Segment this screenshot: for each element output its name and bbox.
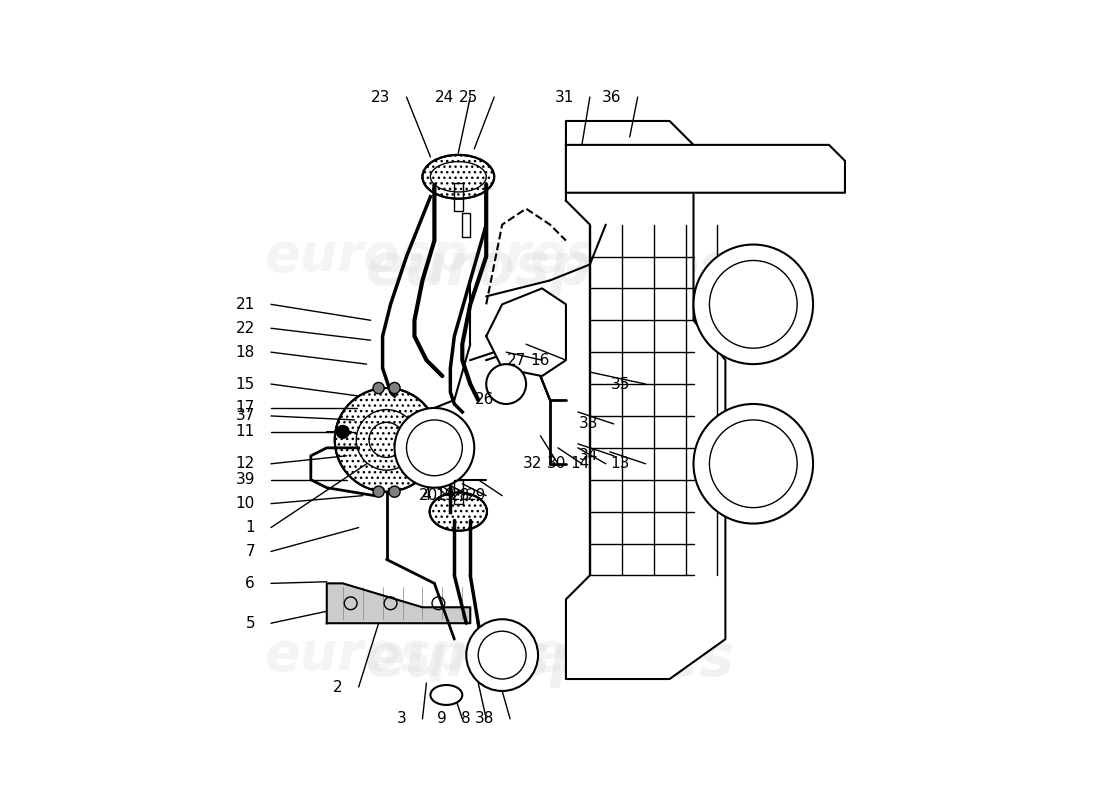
Text: 37: 37: [235, 409, 255, 423]
Text: 27: 27: [507, 353, 526, 368]
Text: 9: 9: [437, 711, 447, 726]
Text: 29: 29: [466, 488, 486, 503]
Circle shape: [389, 486, 400, 498]
Polygon shape: [486, 288, 565, 376]
Circle shape: [373, 486, 384, 498]
Text: eurospares: eurospares: [264, 230, 597, 282]
Text: eurospares: eurospares: [264, 629, 597, 681]
Text: 36: 36: [602, 90, 621, 105]
Text: 6: 6: [245, 576, 255, 591]
Circle shape: [693, 404, 813, 523]
Text: 33: 33: [579, 417, 597, 431]
Circle shape: [693, 245, 813, 364]
Text: 17: 17: [235, 401, 255, 415]
Text: 31: 31: [554, 90, 574, 105]
Text: 14: 14: [571, 456, 590, 471]
Circle shape: [395, 408, 474, 488]
Ellipse shape: [422, 155, 494, 198]
Text: eurospares: eurospares: [365, 240, 735, 297]
Text: eurospares: eurospares: [365, 630, 735, 687]
Text: 12: 12: [235, 456, 255, 471]
Text: 4: 4: [421, 488, 430, 503]
Text: 23: 23: [371, 90, 390, 105]
Ellipse shape: [430, 493, 487, 530]
Circle shape: [468, 621, 537, 690]
Text: 19: 19: [434, 488, 454, 503]
Text: 25: 25: [459, 90, 478, 105]
Bar: [453, 182, 463, 210]
Text: 10: 10: [235, 496, 255, 511]
Text: 8: 8: [461, 711, 471, 726]
Text: 18: 18: [235, 345, 255, 360]
Text: 30: 30: [547, 456, 565, 471]
Circle shape: [466, 619, 538, 691]
Text: 5: 5: [245, 616, 255, 630]
Text: 11: 11: [235, 424, 255, 439]
Text: 34: 34: [579, 448, 597, 463]
Text: 38: 38: [475, 711, 494, 726]
Text: 13: 13: [610, 456, 629, 471]
Circle shape: [337, 426, 349, 438]
Circle shape: [334, 388, 439, 492]
Circle shape: [373, 382, 384, 394]
Text: 32: 32: [522, 456, 542, 471]
Text: 3: 3: [397, 711, 407, 726]
Text: 39: 39: [235, 472, 255, 487]
Text: 7: 7: [245, 544, 255, 559]
Text: 26: 26: [475, 393, 494, 407]
Text: 20: 20: [419, 488, 439, 503]
Text: 21: 21: [235, 297, 255, 312]
Text: 1: 1: [245, 520, 255, 535]
Text: 2: 2: [333, 679, 343, 694]
Circle shape: [486, 364, 526, 404]
Text: 24: 24: [436, 90, 454, 105]
Text: 35: 35: [610, 377, 629, 391]
Text: 15: 15: [235, 377, 255, 391]
Bar: [453, 480, 463, 504]
Ellipse shape: [430, 685, 462, 705]
Text: 16: 16: [530, 353, 550, 368]
Polygon shape: [565, 145, 845, 193]
Circle shape: [389, 382, 400, 394]
Text: 22: 22: [235, 321, 255, 336]
Polygon shape: [565, 121, 725, 679]
Polygon shape: [327, 583, 471, 623]
Bar: [462, 213, 471, 237]
Text: 28: 28: [451, 488, 471, 503]
